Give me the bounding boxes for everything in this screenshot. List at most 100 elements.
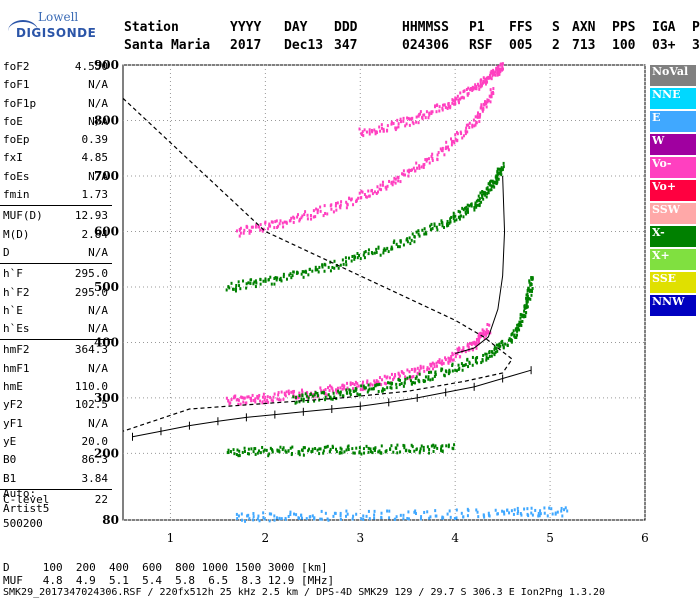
echo-point (335, 389, 338, 393)
echo-point (455, 218, 458, 222)
echo-point (356, 392, 359, 396)
echo-point (483, 333, 486, 337)
echo-point (459, 355, 462, 359)
echo-point (467, 86, 470, 90)
echo-point (526, 294, 529, 298)
echo-point (329, 269, 332, 273)
echo-point (487, 356, 490, 360)
echo-point (360, 452, 363, 456)
echo-point (303, 446, 306, 450)
echo-point (443, 373, 446, 377)
echo-point (271, 220, 274, 224)
echo-point (297, 451, 300, 455)
param-separator (0, 263, 112, 265)
echo-point (339, 517, 342, 521)
echo-point (331, 265, 334, 269)
echo-point (433, 222, 436, 226)
echo-point (402, 172, 405, 176)
echo-point (350, 197, 353, 201)
echo-point (375, 192, 378, 196)
echo-point (484, 77, 487, 81)
echo-point (318, 452, 321, 456)
echo-point (252, 512, 255, 516)
echo-point (526, 297, 529, 301)
echo-point (412, 122, 415, 126)
echo-point (292, 390, 295, 394)
x-tick-label: 1 (167, 531, 175, 545)
echo-point (302, 397, 305, 401)
echo-point (303, 270, 306, 274)
echo-point (487, 76, 490, 80)
echo-point (452, 215, 455, 219)
echo-point (259, 277, 262, 281)
echo-point (349, 381, 352, 385)
echo-point (350, 259, 353, 263)
echo-point (409, 450, 412, 454)
echo-point (441, 149, 444, 153)
echo-point (327, 393, 330, 397)
echo-point (293, 512, 296, 516)
param-name: D (3, 245, 10, 259)
echo-point (352, 451, 355, 455)
x-tick-label: 2 (262, 531, 270, 545)
echo-point (381, 183, 384, 187)
echo-point (395, 515, 398, 519)
echo-point (452, 211, 455, 215)
echo-point (499, 70, 502, 74)
echo-point (341, 258, 344, 262)
echo-point (440, 447, 443, 451)
echo-point (321, 263, 324, 267)
echo-point (445, 145, 448, 149)
echo-point (452, 99, 455, 103)
echo-point (300, 388, 303, 392)
echo-point (490, 185, 493, 189)
echo-point (478, 336, 481, 340)
echo-point (313, 399, 316, 403)
header-value-10: 03+ (652, 38, 676, 53)
echo-point (275, 219, 278, 223)
echo-point (469, 88, 472, 92)
echo-point (399, 120, 402, 124)
echo-point (383, 381, 386, 385)
echo-point (380, 383, 383, 387)
param-name: yF1 (3, 416, 23, 430)
echo-point (527, 514, 530, 518)
echo-point (406, 240, 409, 244)
echo-point (458, 217, 461, 221)
echo-point (503, 512, 506, 516)
echo-point (345, 200, 348, 204)
echo-point (504, 342, 507, 346)
echo-point (435, 110, 438, 114)
echo-point (252, 515, 255, 519)
echo-point (418, 451, 421, 455)
echo-point (292, 220, 295, 224)
echo-point (450, 137, 453, 141)
echo-point (441, 224, 444, 228)
echo-point (453, 219, 456, 223)
autoscaling-info: Auto: Artist5 500200 (3, 486, 49, 531)
echo-point (425, 159, 428, 163)
echo-point (370, 251, 373, 255)
echo-point (405, 448, 408, 452)
echo-point (402, 384, 405, 388)
echo-point (252, 518, 255, 522)
echo-point (489, 100, 492, 104)
echo-point (465, 126, 468, 130)
echo-point (390, 444, 393, 448)
echo-point (441, 449, 444, 453)
echo-point (500, 166, 503, 170)
echo-point (472, 118, 475, 122)
echo-point (273, 282, 276, 286)
echo-point (323, 269, 326, 273)
echo-point (454, 368, 457, 372)
echo-point (324, 395, 327, 399)
echo-point (498, 171, 501, 175)
echo-point (462, 348, 465, 352)
echo-point (305, 394, 308, 398)
echo-point (466, 514, 469, 518)
echo-point (462, 346, 465, 350)
echo-point (479, 78, 482, 82)
param-value: 20.0 (81, 434, 109, 448)
echo-point (361, 383, 364, 387)
echo-point (471, 363, 474, 367)
